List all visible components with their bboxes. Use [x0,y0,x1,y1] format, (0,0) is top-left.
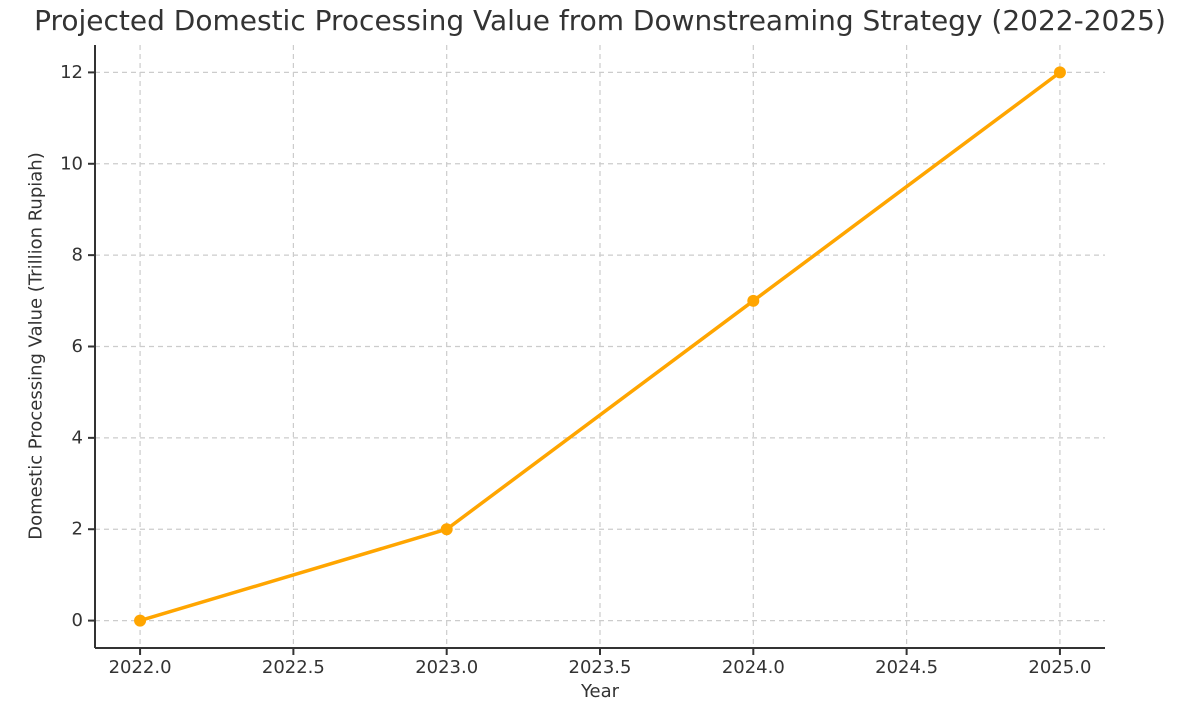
y-tick-label: 4 [72,427,83,448]
x-tick-label: 2022.0 [109,657,172,678]
x-tick-label: 2022.5 [262,657,325,678]
data-point [1053,66,1066,79]
y-tick-label: 12 [60,62,83,83]
x-tick-label: 2024.5 [875,657,938,678]
x-tick-label: 2023.0 [415,657,478,678]
data-point [134,614,147,627]
y-tick-label: 2 [72,519,83,540]
x-tick-label: 2025.0 [1028,657,1091,678]
y-tick-label: 10 [60,153,83,174]
y-axis-label: Domestic Processing Value (Trillion Rupi… [25,152,47,540]
y-tick-label: 6 [72,336,83,357]
x-tick-label: 2023.5 [569,657,632,678]
x-tick-label: 2024.0 [722,657,785,678]
x-axis-label: Year [580,681,620,702]
y-tick-label: 0 [72,610,83,631]
data-point [747,294,760,307]
data-line [138,70,1062,623]
data-point [440,523,453,536]
y-tick-label: 8 [72,245,83,266]
chart-title: Projected Domestic Processing Value from… [34,4,1166,37]
